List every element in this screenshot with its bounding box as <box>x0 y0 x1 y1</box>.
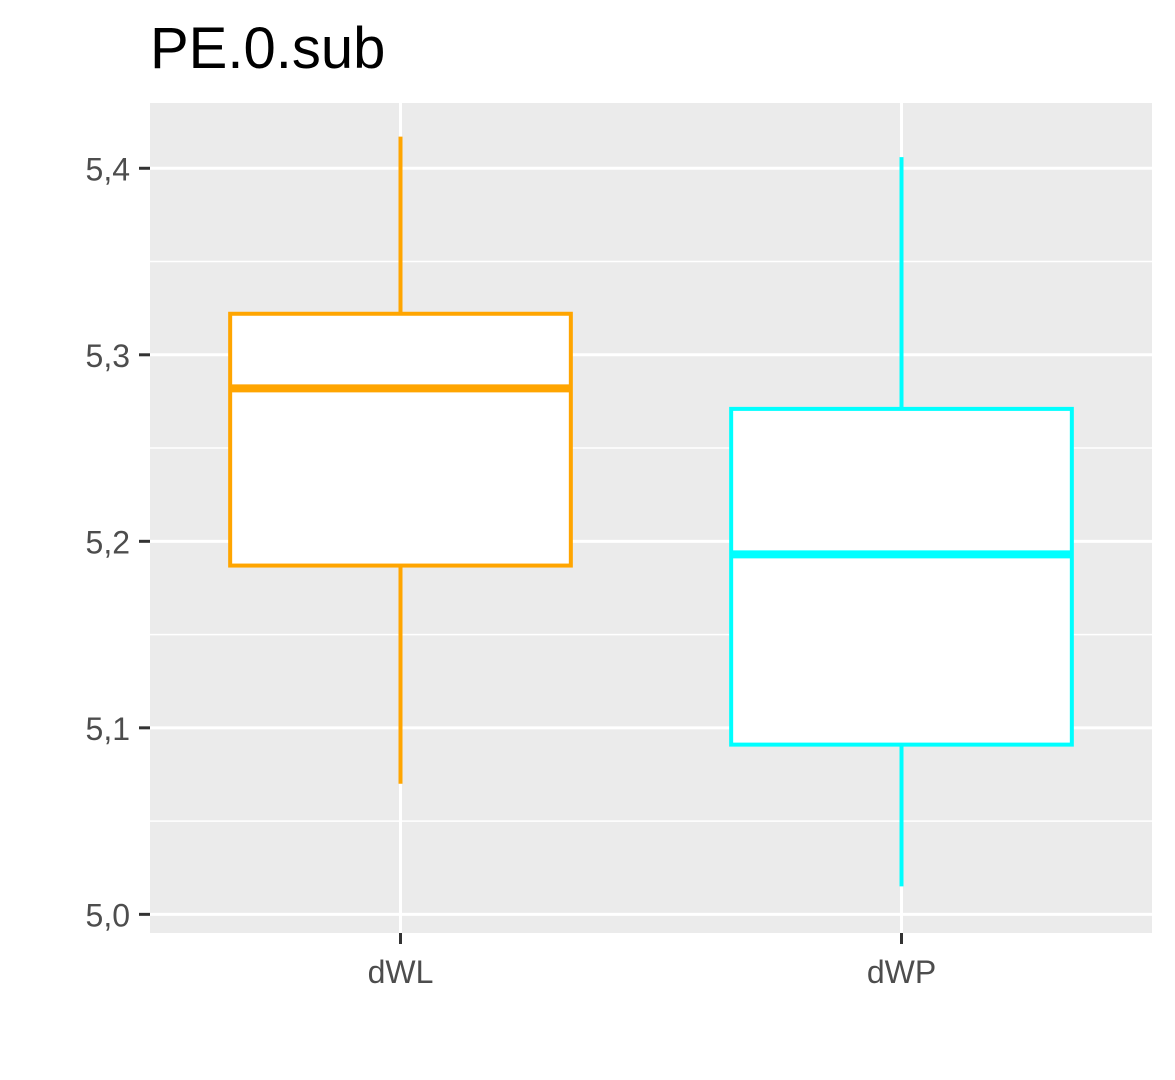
box-dWP <box>729 157 1074 887</box>
box-dWL <box>228 136 573 784</box>
box-iqr <box>228 311 573 568</box>
y-tick-label: 5,2 <box>86 524 130 560</box>
chart-title: PE.0.sub <box>150 16 385 81</box>
y-tick-label: 5,0 <box>86 897 130 933</box>
y-tick-label: 5,3 <box>86 338 130 374</box>
x-tick-label: dWL <box>368 954 434 990</box>
x-tick-label: dWP <box>867 954 936 990</box>
axes: 5,0 5,1 5,2 5,3 5,4 dWL dWP <box>86 151 937 990</box>
box-iqr <box>729 406 1074 747</box>
boxes-layer <box>228 136 1074 887</box>
y-tick-label: 5,4 <box>86 151 130 187</box>
y-tick-label: 5,1 <box>86 711 130 747</box>
